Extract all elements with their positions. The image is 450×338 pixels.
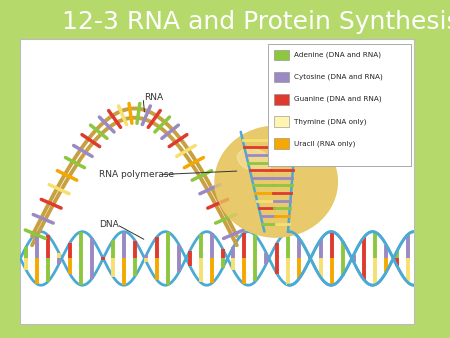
Text: RNA polymerase: RNA polymerase bbox=[99, 170, 174, 179]
Ellipse shape bbox=[238, 149, 272, 172]
Ellipse shape bbox=[215, 126, 337, 237]
Bar bbox=[274, 116, 289, 127]
Text: 12-3 RNA and Protein Synthesis: 12-3 RNA and Protein Synthesis bbox=[62, 10, 450, 34]
Bar bbox=[274, 72, 289, 82]
FancyBboxPatch shape bbox=[20, 39, 414, 324]
Text: Uracil (RNA only): Uracil (RNA only) bbox=[294, 140, 356, 147]
Text: Guanine (DNA and RNA): Guanine (DNA and RNA) bbox=[294, 96, 382, 102]
Bar bbox=[274, 50, 289, 60]
Bar bbox=[274, 138, 289, 149]
Text: RNA: RNA bbox=[144, 93, 163, 102]
Ellipse shape bbox=[215, 126, 337, 237]
Bar bbox=[274, 94, 289, 104]
Text: Adenine (DNA and RNA): Adenine (DNA and RNA) bbox=[294, 52, 381, 58]
FancyBboxPatch shape bbox=[267, 44, 411, 166]
Text: DNA: DNA bbox=[99, 220, 119, 229]
Text: Thymine (DNA only): Thymine (DNA only) bbox=[294, 118, 366, 125]
Text: Cytosine (DNA and RNA): Cytosine (DNA and RNA) bbox=[294, 74, 382, 80]
